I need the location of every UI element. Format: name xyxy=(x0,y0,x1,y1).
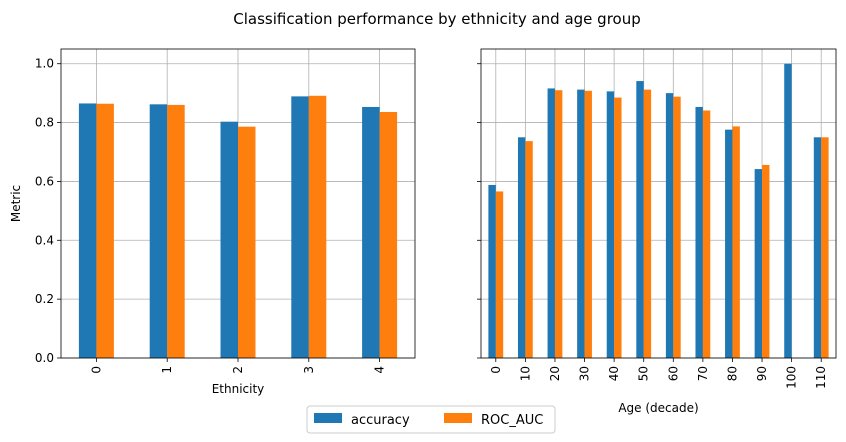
bar-accuracy-40 xyxy=(606,91,615,359)
legend-swatch-roc-auc xyxy=(444,413,472,423)
x-tick-label: 100 xyxy=(785,366,799,389)
bar-ROC_AUC-110 xyxy=(821,137,829,358)
figure-title: Classification performance by ethnicity … xyxy=(233,10,641,28)
bar-accuracy-110 xyxy=(813,137,822,358)
x-tick-label: 1 xyxy=(160,366,174,374)
bar-accuracy-50 xyxy=(636,81,644,358)
bar-accuracy-80 xyxy=(725,129,733,358)
bar-ROC_AUC-1 xyxy=(167,104,185,359)
x-tick-label: 70 xyxy=(696,366,710,381)
plot-frame xyxy=(480,48,837,359)
x-tick-label: 20 xyxy=(548,366,562,381)
x-axis-label: Age (decade) xyxy=(618,401,698,415)
bar-accuracy-10 xyxy=(517,137,526,358)
bar-ROC_AUC-60 xyxy=(673,96,681,358)
bar-ROC_AUC-0 xyxy=(96,103,114,358)
bar-accuracy-60 xyxy=(665,93,674,359)
bar-accuracy-2 xyxy=(220,121,238,358)
y-tick-label: 0.4 xyxy=(35,233,54,247)
x-tick-label: 3 xyxy=(302,366,316,374)
bar-accuracy-0 xyxy=(488,184,496,358)
x-axis-label: Ethnicity xyxy=(212,382,265,396)
bar-ROC_AUC-0 xyxy=(495,191,504,358)
x-tick-label: 50 xyxy=(637,366,651,381)
bar-ROC_AUC-50 xyxy=(643,89,652,359)
legend-label-accuracy: accuracy xyxy=(351,413,410,428)
y-axis-label: Metric xyxy=(9,185,23,222)
bar-ROC_AUC-20 xyxy=(554,90,563,358)
bar-ROC_AUC-10 xyxy=(525,141,533,358)
y-tick-label: 0.8 xyxy=(35,116,54,130)
legend-frame xyxy=(306,405,556,434)
x-tick-label: 40 xyxy=(607,366,621,381)
x-tick-label: 110 xyxy=(814,366,828,389)
y-tick-label: 0.0 xyxy=(35,351,54,365)
bar-accuracy-70 xyxy=(695,106,703,358)
bar-ROC_AUC-40 xyxy=(614,97,622,359)
bar-accuracy-3 xyxy=(291,96,309,358)
bar-accuracy-0 xyxy=(78,103,97,358)
bar-accuracy-30 xyxy=(577,89,585,359)
x-tick-label: 80 xyxy=(725,366,739,381)
legend: accuracy ROC_AUC xyxy=(306,405,556,434)
bar-accuracy-4 xyxy=(362,106,380,358)
x-tick-label: 0 xyxy=(89,366,103,374)
chart-age: 0 10 20 30 40 50 60 70 80 90 100 110 Age (decade) xyxy=(477,48,837,415)
y-tick-label: 1.0 xyxy=(35,57,54,71)
bar-ROC_AUC-30 xyxy=(584,90,592,358)
x-tick-label: 60 xyxy=(666,366,680,381)
legend-swatch-accuracy xyxy=(314,413,342,423)
x-tick-label: 0 xyxy=(489,366,503,374)
legend-label-roc-auc: ROC_AUC xyxy=(481,413,543,428)
x-tick-label: 90 xyxy=(755,366,769,381)
bar-accuracy-20 xyxy=(547,88,555,358)
bar-accuracy-90 xyxy=(754,169,763,358)
bar-accuracy-100 xyxy=(784,63,792,358)
bar-ROC_AUC-80 xyxy=(732,126,740,358)
chart-ethnicity: 0.0 0.2 0.4 0.6 0.8 1.0 0 1 2 3 4 Ethnicity Metric xyxy=(9,48,416,396)
y-tick-label: 0.6 xyxy=(35,174,54,188)
bar-ROC_AUC-70 xyxy=(702,110,711,359)
x-tick-label: 2 xyxy=(231,366,245,374)
bar-accuracy-1 xyxy=(149,104,168,358)
bar-ROC_AUC-2 xyxy=(238,126,256,358)
bar-ROC_AUC-3 xyxy=(308,95,327,358)
x-tick-label: 30 xyxy=(578,366,592,381)
y-tick-label: 0.2 xyxy=(35,292,54,306)
x-tick-label: 4 xyxy=(373,366,387,374)
bar-ROC_AUC-90 xyxy=(762,164,770,358)
x-tick-label: 10 xyxy=(518,366,532,381)
bar-ROC_AUC-4 xyxy=(379,111,398,358)
